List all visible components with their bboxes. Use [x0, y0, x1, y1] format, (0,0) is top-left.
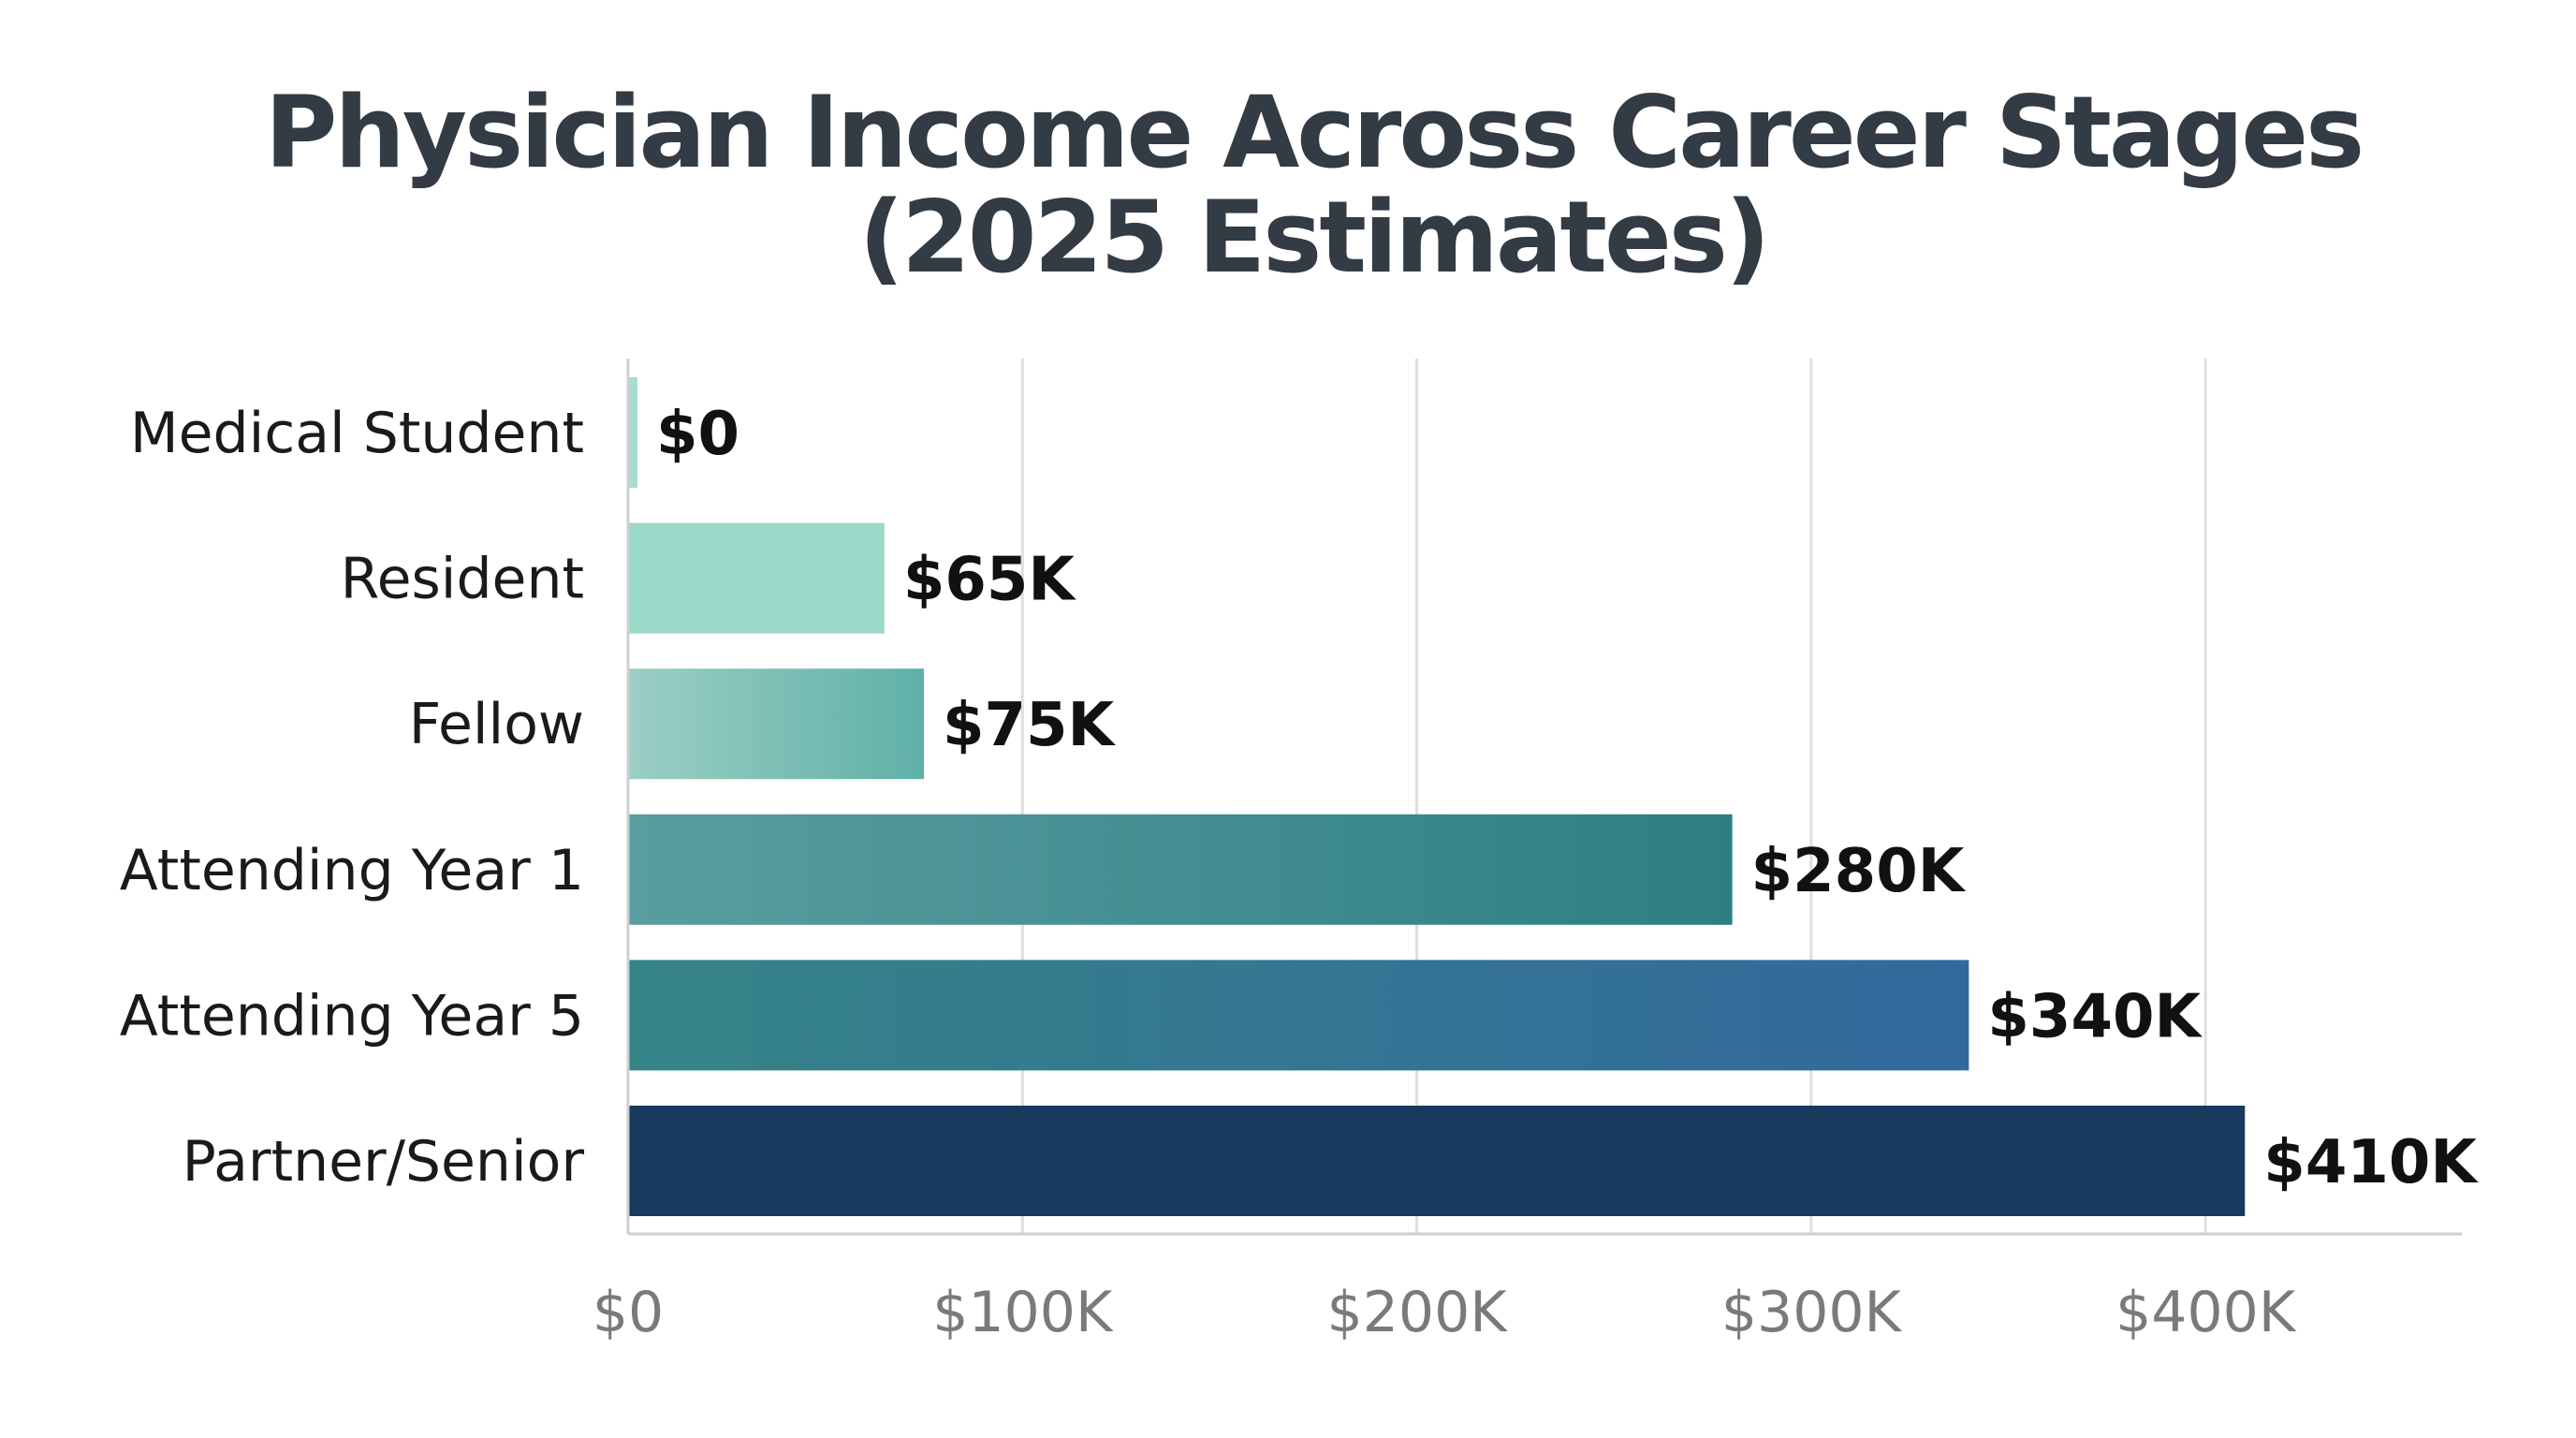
value-label: $0	[656, 400, 739, 469]
bar	[628, 814, 1733, 925]
value-label: $280K	[1751, 837, 1967, 906]
value-label: $410K	[2263, 1128, 2479, 1197]
bar	[628, 522, 885, 634]
bar	[628, 1106, 2246, 1216]
x-tick-label: $400K	[2115, 1280, 2297, 1345]
x-tick-label: $0	[593, 1280, 664, 1345]
bar	[628, 668, 924, 780]
axes	[626, 359, 2462, 1236]
category-label: Resident	[341, 547, 584, 612]
value-label: $65K	[903, 546, 1077, 615]
chart-title: Physician Income Across Career Stages (2…	[0, 81, 2576, 290]
category-label: Attending Year 5	[120, 983, 584, 1049]
x-tick-label: $200K	[1327, 1280, 1509, 1345]
category-label: Partner/Senior	[183, 1129, 585, 1195]
value-label: $340K	[1987, 982, 2203, 1051]
chart-title-line-2: (2025 Estimates)	[858, 180, 1771, 295]
bar	[628, 960, 1969, 1071]
bars	[628, 377, 2246, 1216]
category-label: Attending Year 1	[120, 838, 584, 903]
category-labels: Medical Student Resident Fellow Attending Y…	[120, 401, 585, 1195]
value-label: $75K	[943, 691, 1117, 760]
chart-title-line-1: Physician Income Across Career Stages	[264, 75, 2365, 190]
category-label: Medical Student	[130, 401, 584, 466]
value-labels: $0 $65K $75K $280K $340K $410K	[656, 400, 2479, 1197]
category-label: Fellow	[409, 692, 584, 757]
bar	[628, 377, 637, 488]
gridlines	[1020, 359, 2207, 1234]
x-tick-label: $100K	[932, 1280, 1114, 1345]
x-tick-labels: $0 $100K $200K $300K $400K	[593, 1280, 2297, 1345]
x-tick-label: $300K	[1721, 1280, 1903, 1345]
